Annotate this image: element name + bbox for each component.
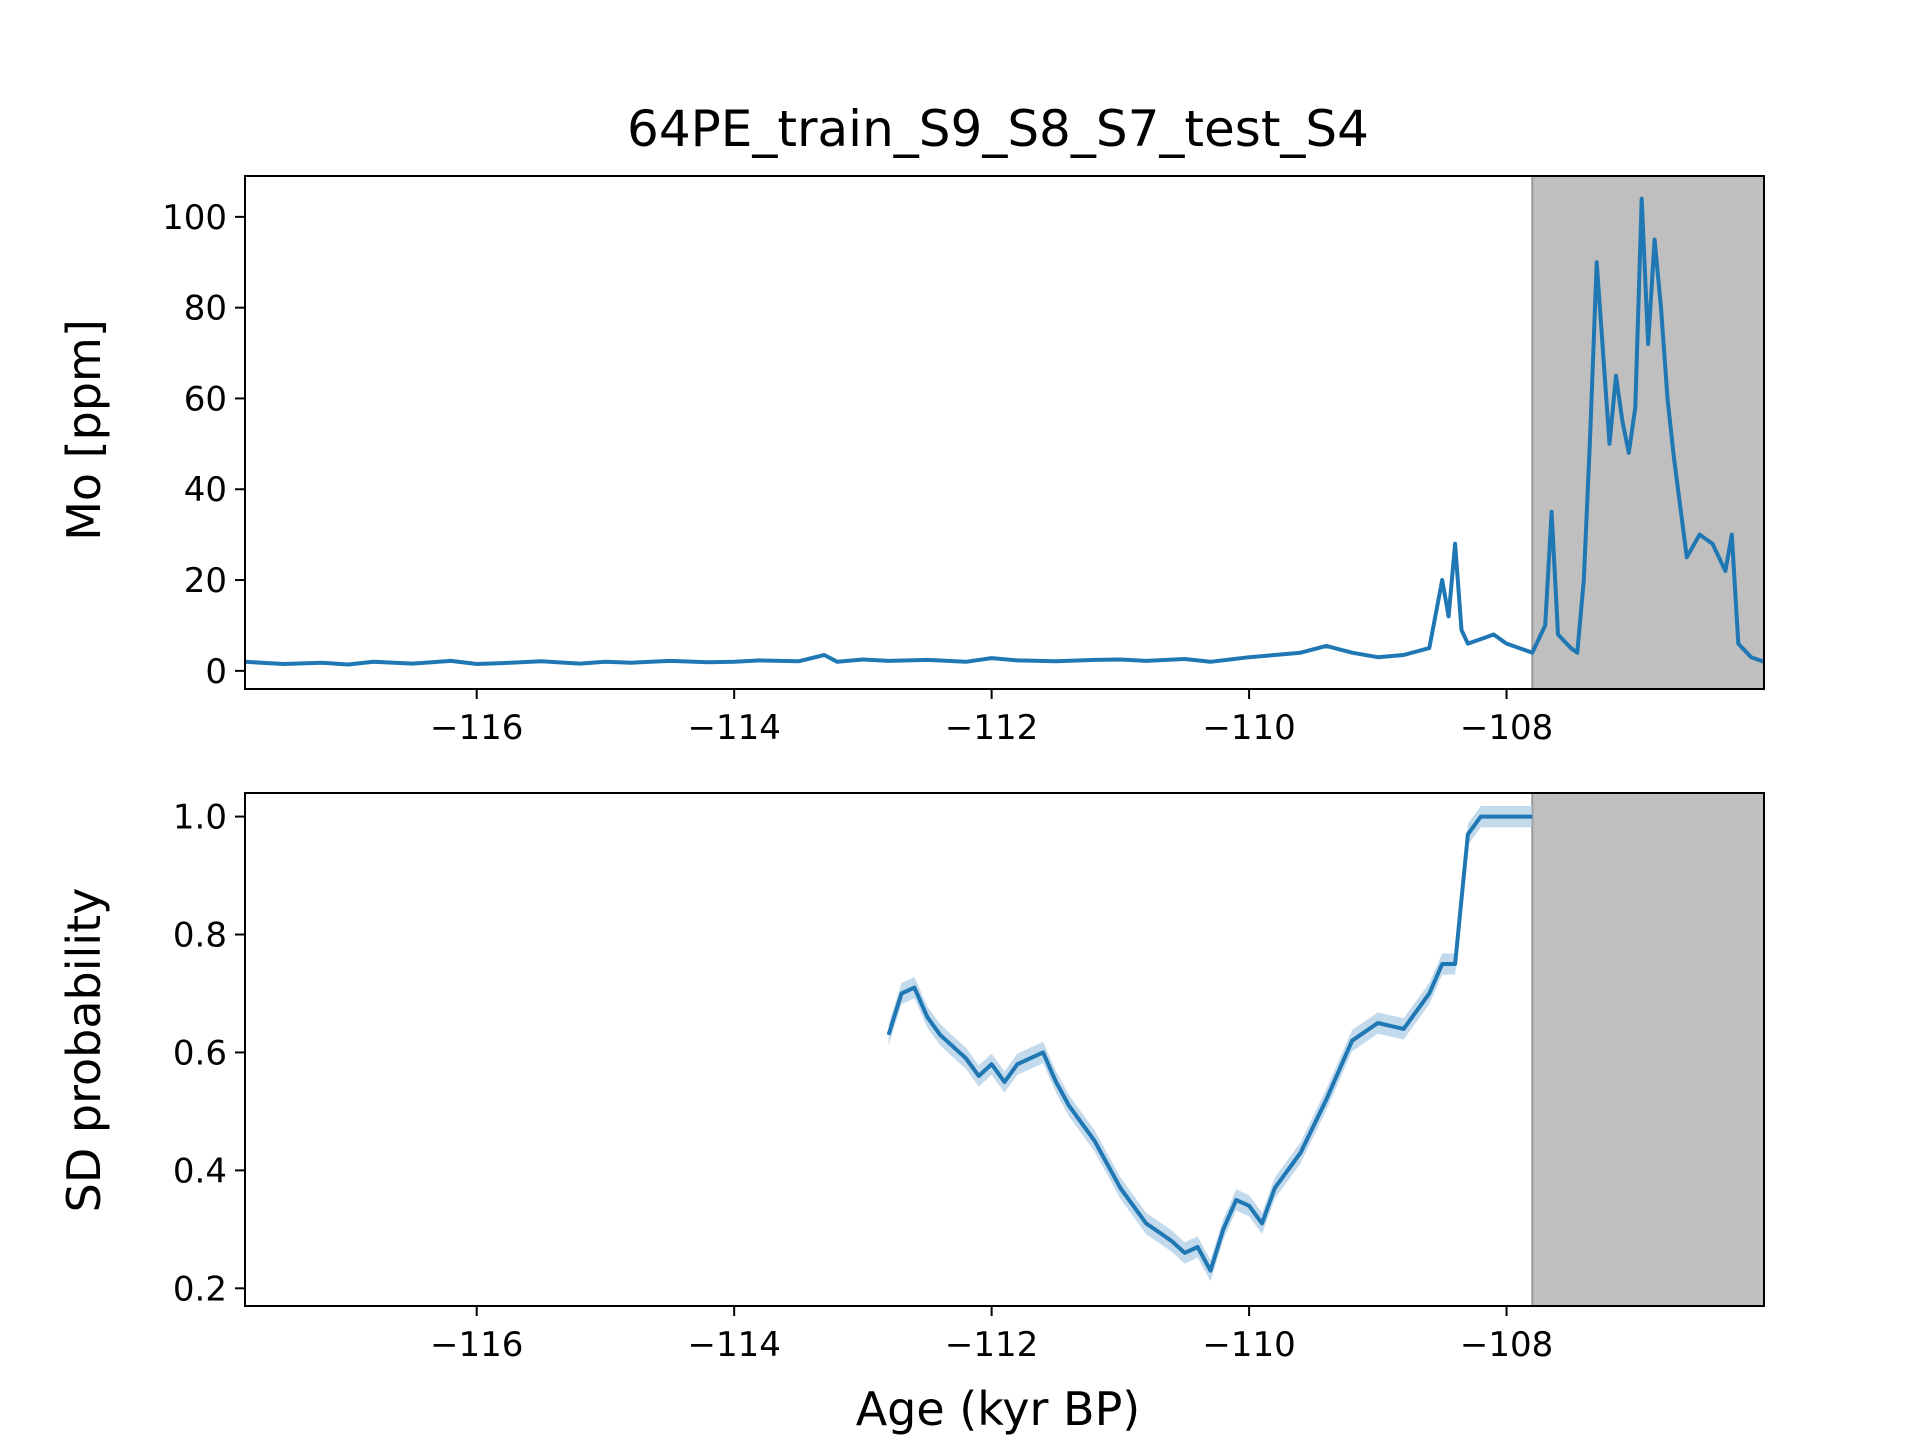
- mo-plot-frame: [244, 175, 1765, 690]
- x-tick-label: −114: [687, 708, 780, 748]
- mo-shaded-region: [1532, 176, 1764, 689]
- y-tick-label: 1.0: [173, 798, 227, 838]
- y-tick-label: 0.8: [173, 916, 227, 956]
- x-tick-label: −116: [430, 708, 523, 748]
- x-tick-label: −110: [1202, 1325, 1295, 1365]
- sd-y-ticks: 0.2 0.4 0.6 0.8 1.0: [173, 798, 245, 1309]
- sd-plot-frame: [244, 792, 1765, 1307]
- x-tick-label: −112: [945, 708, 1038, 748]
- y-tick-label: 100: [162, 198, 227, 238]
- y-tick-label: 0.2: [173, 1269, 227, 1309]
- x-tick-label: −110: [1202, 708, 1295, 748]
- y-tick-label: 40: [184, 470, 227, 510]
- mo-panel: −116 −114 −112 −110 −108 0 20 40 60 80 100 Mo [pp…: [57, 175, 1765, 748]
- mo-series-line: [244, 196, 1765, 667]
- y-tick-label: 0.6: [173, 1033, 227, 1073]
- mo-ylabel: Mo [ppm]: [57, 319, 111, 541]
- sd-probability-panel: −116 −114 −112 −110 −108 0.2 0.4 0.6 0.8 1.0 SD …: [57, 792, 1765, 1365]
- sd-ylabel: SD probability: [57, 888, 111, 1213]
- mo-x-ticks: −116 −114 −112 −110 −108: [430, 689, 1553, 748]
- sd-uncertainty-band: [888, 806, 1533, 1282]
- sd-shaded-region: [1532, 793, 1764, 1306]
- x-axis-title: Age (kyr BP): [856, 1382, 1141, 1436]
- x-tick-label: −108: [1460, 708, 1553, 748]
- x-tick-label: −114: [687, 1325, 780, 1365]
- sd-x-ticks: −116 −114 −112 −110 −108: [430, 1306, 1553, 1365]
- y-tick-label: 0: [205, 652, 227, 692]
- x-tick-label: −112: [945, 1325, 1038, 1365]
- y-tick-label: 60: [184, 379, 227, 419]
- x-tick-label: −116: [430, 1325, 523, 1365]
- x-tick-label: −108: [1460, 1325, 1553, 1365]
- figure-title: 64PE_train_S9_S8_S7_test_S4: [627, 100, 1369, 158]
- sd-series-line: [886, 814, 1533, 1273]
- y-tick-label: 20: [184, 561, 227, 601]
- y-tick-label: 80: [184, 289, 227, 329]
- y-tick-label: 0.4: [173, 1151, 227, 1191]
- mo-y-ticks: 0 20 40 60 80 100: [162, 198, 245, 692]
